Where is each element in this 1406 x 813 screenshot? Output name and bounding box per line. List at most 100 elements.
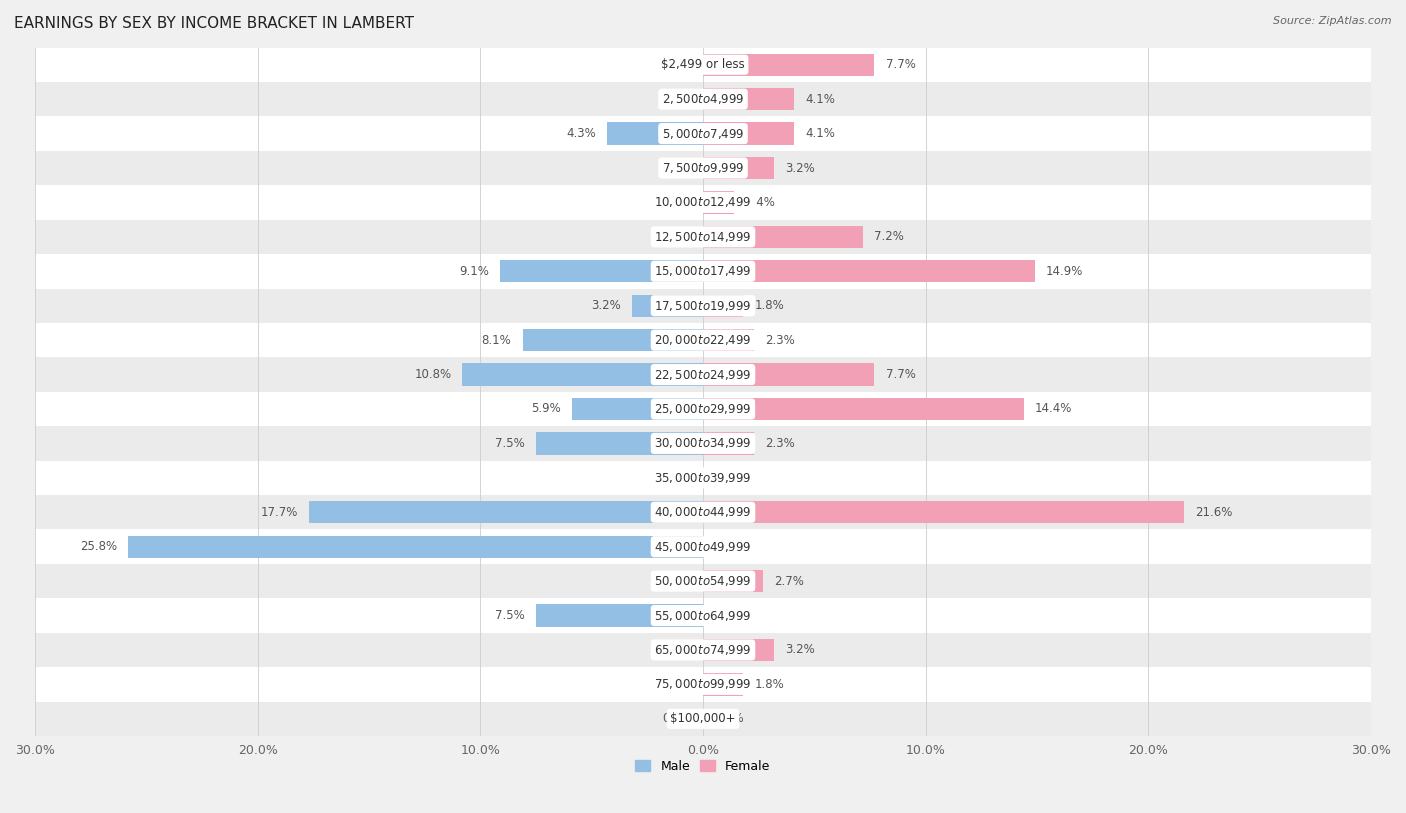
Bar	[703, 260, 1035, 282]
Text: 2.3%: 2.3%	[765, 437, 796, 450]
Text: 7.5%: 7.5%	[495, 437, 524, 450]
Text: 14.9%: 14.9%	[1046, 265, 1083, 278]
Text: 9.1%: 9.1%	[460, 265, 489, 278]
Bar	[703, 294, 744, 317]
Bar	[703, 123, 794, 145]
Text: 0.0%: 0.0%	[662, 162, 692, 175]
Bar	[309, 501, 703, 524]
Text: 0.0%: 0.0%	[662, 196, 692, 209]
Bar	[703, 398, 1024, 420]
Legend: Male, Female: Male, Female	[630, 755, 776, 778]
Bar	[35, 426, 1371, 461]
Text: 0.0%: 0.0%	[662, 93, 692, 106]
Text: $22,500 to $24,999: $22,500 to $24,999	[654, 367, 752, 381]
Text: $12,500 to $14,999: $12,500 to $14,999	[654, 230, 752, 244]
Text: 0.0%: 0.0%	[714, 472, 744, 485]
Text: 7.7%: 7.7%	[886, 368, 915, 381]
Text: $35,000 to $39,999: $35,000 to $39,999	[654, 471, 752, 485]
Bar	[703, 226, 863, 248]
Text: $15,000 to $17,499: $15,000 to $17,499	[654, 264, 752, 278]
Text: $10,000 to $12,499: $10,000 to $12,499	[654, 195, 752, 210]
Bar	[35, 289, 1371, 323]
Bar	[35, 47, 1371, 82]
Bar	[703, 501, 1184, 524]
Bar	[35, 82, 1371, 116]
Bar	[703, 570, 763, 593]
Text: $2,500 to $4,999: $2,500 to $4,999	[662, 92, 744, 107]
Text: 7.7%: 7.7%	[886, 59, 915, 72]
Text: 4.1%: 4.1%	[806, 127, 835, 140]
Text: 1.8%: 1.8%	[754, 678, 785, 691]
Text: 4.3%: 4.3%	[567, 127, 596, 140]
Text: $17,500 to $19,999: $17,500 to $19,999	[654, 298, 752, 313]
Bar	[35, 564, 1371, 598]
Text: 0.0%: 0.0%	[662, 575, 692, 588]
Text: 8.1%: 8.1%	[482, 333, 512, 346]
Text: 0.0%: 0.0%	[662, 230, 692, 243]
Text: 0.0%: 0.0%	[662, 643, 692, 656]
Bar	[35, 702, 1371, 736]
Text: 0.0%: 0.0%	[662, 678, 692, 691]
Bar	[536, 433, 703, 454]
Bar	[703, 329, 754, 351]
Bar	[35, 220, 1371, 254]
Bar	[35, 358, 1371, 392]
Text: 2.3%: 2.3%	[765, 333, 796, 346]
Text: $25,000 to $29,999: $25,000 to $29,999	[654, 402, 752, 416]
Bar	[35, 667, 1371, 702]
Text: 4.1%: 4.1%	[806, 93, 835, 106]
Text: 14.4%: 14.4%	[1035, 402, 1073, 415]
Bar	[128, 536, 703, 558]
Bar	[35, 185, 1371, 220]
Bar	[572, 398, 703, 420]
Text: $5,000 to $7,499: $5,000 to $7,499	[662, 127, 744, 141]
Bar	[35, 254, 1371, 289]
Text: 21.6%: 21.6%	[1195, 506, 1233, 519]
Text: 0.0%: 0.0%	[714, 712, 744, 725]
Text: $40,000 to $44,999: $40,000 to $44,999	[654, 505, 752, 520]
Bar	[35, 392, 1371, 426]
Text: 2.7%: 2.7%	[775, 575, 804, 588]
Text: $30,000 to $34,999: $30,000 to $34,999	[654, 437, 752, 450]
Text: 0.0%: 0.0%	[662, 472, 692, 485]
Bar	[35, 598, 1371, 633]
Bar	[703, 88, 794, 111]
Bar	[35, 461, 1371, 495]
Text: 1.4%: 1.4%	[745, 196, 775, 209]
Text: 3.2%: 3.2%	[786, 162, 815, 175]
Bar	[703, 157, 775, 179]
Text: 0.0%: 0.0%	[662, 59, 692, 72]
Bar	[607, 123, 703, 145]
Text: $20,000 to $22,499: $20,000 to $22,499	[654, 333, 752, 347]
Bar	[35, 150, 1371, 185]
Bar	[463, 363, 703, 385]
Text: 3.2%: 3.2%	[786, 643, 815, 656]
Text: 10.8%: 10.8%	[415, 368, 451, 381]
Text: 7.5%: 7.5%	[495, 609, 524, 622]
Text: $100,000+: $100,000+	[671, 712, 735, 725]
Bar	[703, 191, 734, 214]
Text: 0.0%: 0.0%	[714, 609, 744, 622]
Text: 3.2%: 3.2%	[591, 299, 620, 312]
Text: 1.8%: 1.8%	[754, 299, 785, 312]
Bar	[35, 529, 1371, 564]
Bar	[35, 116, 1371, 150]
Text: $2,499 or less: $2,499 or less	[661, 59, 745, 72]
Bar	[703, 433, 754, 454]
Bar	[501, 260, 703, 282]
Bar	[35, 323, 1371, 358]
Bar	[536, 604, 703, 627]
Text: 5.9%: 5.9%	[530, 402, 561, 415]
Bar	[35, 495, 1371, 529]
Bar	[703, 639, 775, 661]
Bar	[703, 673, 744, 696]
Bar	[35, 633, 1371, 667]
Bar	[703, 54, 875, 76]
Text: $45,000 to $49,999: $45,000 to $49,999	[654, 540, 752, 554]
Text: 0.0%: 0.0%	[714, 540, 744, 553]
Text: Source: ZipAtlas.com: Source: ZipAtlas.com	[1274, 16, 1392, 26]
Text: $7,500 to $9,999: $7,500 to $9,999	[662, 161, 744, 175]
Text: 25.8%: 25.8%	[80, 540, 117, 553]
Text: EARNINGS BY SEX BY INCOME BRACKET IN LAMBERT: EARNINGS BY SEX BY INCOME BRACKET IN LAM…	[14, 16, 413, 31]
Text: 0.0%: 0.0%	[662, 712, 692, 725]
